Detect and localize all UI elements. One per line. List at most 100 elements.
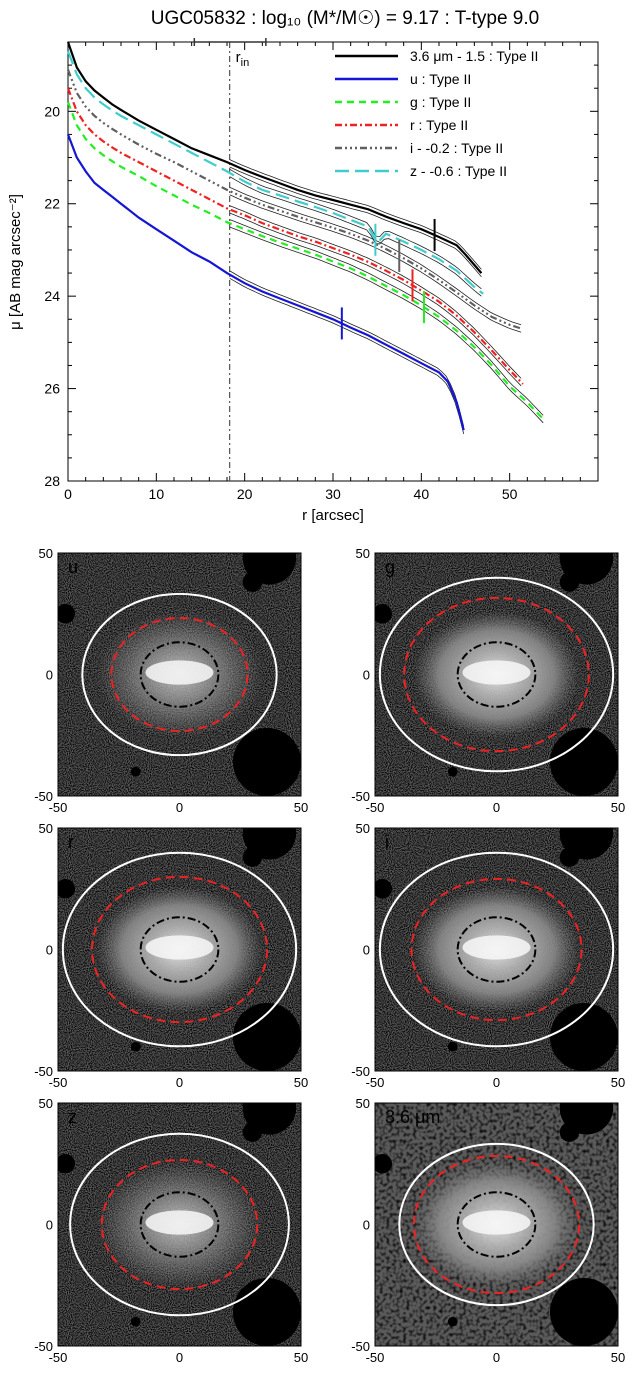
panel-x-tick-label: -50 <box>366 800 385 815</box>
profile-series-5 <box>66 50 484 295</box>
rin-marker: rin <box>193 38 267 481</box>
mask-region <box>232 727 301 796</box>
chart-title: UGC05832 : log₁₀ (M*/M☉) = 9.17 : T-type… <box>151 8 539 29</box>
panel-frame <box>374 1102 619 1347</box>
x-axis-label: r [arcsec] <box>302 507 364 524</box>
panel-y-tick-label: 0 <box>46 1218 53 1233</box>
panel-y-tick-label: -50 <box>351 1339 370 1354</box>
panel-y-tick-label: 50 <box>39 546 53 561</box>
mask-region <box>130 766 141 777</box>
model-fit-line <box>229 277 465 434</box>
panel-y-tick-label: -50 <box>34 1064 53 1079</box>
mask-region <box>375 879 393 899</box>
panel-frame <box>57 827 302 1072</box>
mask-region <box>447 1041 458 1052</box>
model-fit-line <box>229 168 482 290</box>
panel-frame <box>57 1102 302 1347</box>
mask-region <box>58 879 76 899</box>
panel-y-tick-label: 0 <box>46 668 53 683</box>
model-fit-line <box>229 159 482 270</box>
inner-ellipse <box>139 641 220 708</box>
y-tick-label: 22 <box>44 196 60 212</box>
panel-x-tick-label: -50 <box>366 1075 385 1090</box>
outer-ellipse <box>81 592 278 757</box>
profile-chart: UGC05832 : log₁₀ (M*/M☉) = 9.17 : T-type… <box>7 8 599 524</box>
panel-y-tick-label: 0 <box>363 1218 370 1233</box>
profile-series-0 <box>66 41 483 274</box>
image-panels: u-50-50005050g-50-50005050r-50-50005050i… <box>34 546 625 1365</box>
x-tick-label: 0 <box>64 486 72 502</box>
mask-region <box>58 1154 76 1174</box>
panel-label: i <box>385 832 389 852</box>
mask-region <box>447 1316 458 1327</box>
mask-region <box>232 1277 301 1346</box>
panel-y-tick-label: 50 <box>39 821 53 836</box>
panel-y-tick-label: 0 <box>46 943 53 958</box>
outer-ellipse <box>378 576 615 773</box>
mask-region <box>58 604 76 624</box>
x-tick-label: 50 <box>502 486 518 502</box>
x-axis-ticks: 0 10 20 30 40 50 <box>64 42 599 502</box>
panel-frame <box>57 552 302 797</box>
legend-label: g : Type II <box>410 94 471 110</box>
model-fit-line <box>229 166 482 277</box>
panel-x-tick-label: 50 <box>294 1075 308 1090</box>
outer-ellipse <box>398 1142 595 1307</box>
mask-region <box>559 1122 580 1142</box>
panel-y-tick-label: 50 <box>39 1096 53 1111</box>
image-panel-z: z -50-50 0 0 50 50 <box>34 1096 308 1365</box>
inner-ellipse <box>456 916 537 983</box>
panel-x-tick-label: 0 <box>176 800 183 815</box>
galaxy-core <box>145 1210 214 1235</box>
mask-region <box>549 727 618 796</box>
galaxy-core <box>145 660 214 685</box>
x-tick-label: 10 <box>149 486 165 502</box>
panel-label: 3.6 μm <box>385 1107 440 1127</box>
image-panel-g: g -50-50 0 0 50 50 <box>351 546 625 815</box>
panel-y-tick-label: -50 <box>34 1339 53 1354</box>
panel-x-tick-label: -50 <box>49 800 68 815</box>
outer-ellipse <box>69 1132 290 1317</box>
model-fit-line <box>229 226 544 424</box>
panel-x-tick-label: 0 <box>493 1075 500 1090</box>
panel-y-tick-label: 0 <box>363 943 370 958</box>
break-ellipse <box>100 1158 259 1291</box>
mask-region <box>549 1002 618 1071</box>
panel-label: g <box>385 557 395 577</box>
image-panel-u: u -50-50 0 0 50 50 <box>34 546 308 815</box>
mask-region <box>375 1154 393 1174</box>
plot-frame <box>67 41 599 482</box>
profile-series-2 <box>66 101 546 422</box>
outer-ellipse <box>61 851 298 1048</box>
x-tick-label: 40 <box>414 486 430 502</box>
x-tick-label: 20 <box>237 486 253 502</box>
break-ellipse <box>403 596 590 753</box>
mask-region <box>130 1316 141 1327</box>
panel-x-tick-label: -50 <box>366 1350 385 1365</box>
panel-x-tick-label: 50 <box>611 1075 625 1090</box>
inner-ellipse <box>139 916 220 983</box>
legend-label: z - -0.6 : Type II <box>410 163 507 179</box>
panel-y-tick-label: -50 <box>34 789 53 804</box>
y-axis-label: μ [AB mag arcsec⁻²] <box>7 194 24 330</box>
inner-ellipse <box>456 641 537 708</box>
break-ellipse <box>410 877 583 1022</box>
break-ellipse <box>91 875 268 1024</box>
model-fit-line <box>229 176 482 297</box>
legend-label: r : Type II <box>410 117 468 133</box>
break-markers <box>340 219 436 340</box>
mask-region <box>242 1122 263 1142</box>
galaxy-core <box>462 660 531 685</box>
panel-x-tick-label: 50 <box>611 800 625 815</box>
y-tick-label: 28 <box>44 473 60 489</box>
panel-frame <box>374 552 619 797</box>
panel-y-tick-label: 50 <box>356 546 370 561</box>
y-tick-label: 20 <box>44 103 60 119</box>
mask-region <box>559 572 580 592</box>
mask-region <box>130 1041 141 1052</box>
y-axis-ticks: 20 22 24 26 28 <box>44 64 598 489</box>
panel-y-tick-label: 50 <box>356 821 370 836</box>
image-panel-3-6-m: 3.6 μm -50-50 0 0 50 50 <box>351 1096 625 1365</box>
profile-series-1 <box>66 134 465 431</box>
mask-region <box>549 1277 618 1346</box>
